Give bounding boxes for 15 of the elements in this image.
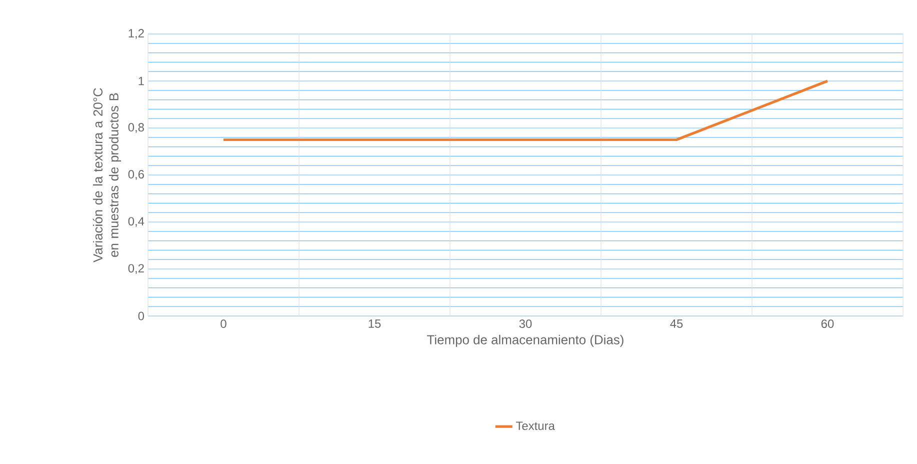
y-tick-label: 0,8 <box>128 123 144 133</box>
y-tick-label: 0 <box>138 312 144 320</box>
x-tick-label: 0 <box>220 320 226 328</box>
y-tick-label: 0,4 <box>128 217 144 227</box>
y-tick-label: 0,2 <box>128 264 144 274</box>
legend-label: Textura <box>516 422 555 430</box>
x-tick-label: 45 <box>670 320 683 328</box>
x-axis-title: Tiempo de almacenamiento (Dias) <box>427 334 624 347</box>
x-tick-label: 60 <box>821 320 834 328</box>
y-axis-title: Variación de la textura a 20°C en muestras de productos B <box>92 88 122 262</box>
x-tick-label: 30 <box>519 320 532 328</box>
x-tick-label: 15 <box>368 320 381 328</box>
y-tick-label: 1 <box>138 76 144 86</box>
y-tick-label: 1,2 <box>128 29 144 39</box>
y-tick-label: 0,6 <box>128 170 144 180</box>
